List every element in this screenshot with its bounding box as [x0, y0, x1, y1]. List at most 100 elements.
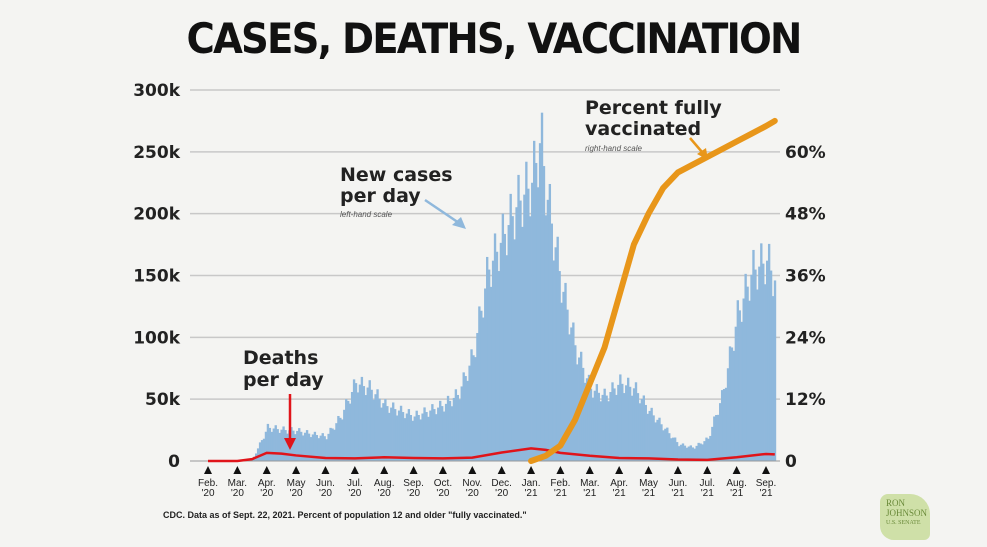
case-bar	[388, 412, 391, 461]
case-bar	[552, 260, 555, 461]
case-bar	[392, 402, 395, 461]
month-label: Jun.	[316, 478, 335, 489]
case-bar	[258, 442, 262, 461]
case-bar	[611, 382, 614, 461]
case-bar	[425, 412, 428, 461]
cases-annotation-line1: New cases	[340, 164, 453, 186]
case-bar	[756, 289, 759, 461]
case-bar	[621, 383, 624, 461]
month-label: Jun.	[668, 478, 687, 489]
case-bar	[482, 317, 485, 461]
case-bar	[284, 430, 287, 461]
case-bar	[296, 430, 299, 461]
case-bar	[644, 404, 647, 461]
case-bar	[350, 391, 354, 461]
deaths-line	[208, 447, 775, 463]
month-tick-marker	[585, 466, 594, 474]
case-bar	[307, 433, 311, 461]
case-bar	[323, 436, 326, 461]
case-bar	[262, 438, 266, 461]
month-label: Sep.	[756, 478, 777, 489]
case-bar	[617, 384, 620, 461]
month-label: May	[287, 478, 306, 489]
month-label: Oct.	[434, 478, 452, 489]
case-bar	[754, 269, 757, 461]
case-bar	[634, 382, 638, 461]
case-bar	[734, 326, 738, 461]
case-bar	[464, 376, 467, 461]
case-bar	[501, 213, 505, 461]
month-tick-marker	[762, 466, 770, 474]
case-bar	[493, 233, 497, 461]
year-label: '21	[759, 488, 772, 499]
month-tick-marker	[468, 466, 477, 474]
case-bar	[538, 143, 542, 461]
case-bar	[274, 425, 277, 461]
case-bar	[280, 429, 283, 461]
case-bar	[491, 260, 495, 461]
month-tick-marker	[292, 466, 301, 474]
case-bar	[560, 302, 563, 461]
case-bar	[382, 403, 385, 461]
case-bar	[380, 407, 383, 461]
right-tick-label: 36%	[785, 267, 826, 287]
case-bar	[448, 400, 452, 461]
month-tick-marker	[321, 466, 330, 474]
case-bar	[762, 263, 765, 461]
case-bar	[625, 385, 628, 461]
month-tick-marker	[233, 466, 242, 474]
case-bar	[664, 428, 667, 461]
case-bar	[433, 409, 436, 461]
vaccinated-annotation-line2: vaccinated	[585, 118, 701, 140]
case-bar	[707, 438, 710, 461]
case-bar	[732, 350, 736, 461]
case-bar	[709, 435, 712, 461]
logo-line3: U.S. SENATE	[886, 520, 921, 526]
case-bar	[521, 226, 524, 461]
case-bar	[760, 243, 763, 461]
case-bar	[446, 395, 450, 461]
case-bar	[615, 394, 618, 461]
case-bar	[509, 193, 512, 461]
case-bar	[300, 431, 303, 461]
case-bar	[632, 388, 636, 461]
case-bar	[497, 271, 501, 461]
case-bar	[315, 435, 319, 461]
case-bar	[462, 372, 465, 461]
case-bar	[256, 448, 260, 461]
year-label: '20	[436, 488, 449, 499]
case-bar	[478, 306, 481, 461]
case-bar	[378, 398, 381, 461]
case-bar	[423, 407, 426, 461]
case-bar	[301, 435, 305, 461]
left-tick-label: 300k	[133, 81, 180, 101]
case-bar	[566, 309, 569, 461]
chart-title: CASES, DEATHS, VACCINATION	[186, 14, 802, 63]
case-bar	[505, 255, 508, 461]
left-tick-label: 150k	[133, 267, 180, 287]
case-bar	[282, 426, 285, 461]
month-tick-marker	[380, 466, 389, 474]
case-bar	[619, 374, 622, 461]
month-label: Mar.	[228, 478, 247, 489]
logo-line1: RON	[886, 498, 906, 508]
month-tick-marker	[350, 466, 359, 474]
case-bar	[411, 420, 414, 461]
cases-annotation-line2: per day	[340, 185, 421, 207]
case-bar	[394, 409, 397, 461]
case-bar	[556, 236, 559, 461]
case-bar	[358, 384, 362, 461]
case-bar	[572, 322, 575, 461]
case-bar	[766, 260, 769, 461]
case-bar	[333, 429, 336, 461]
case-bar	[715, 414, 718, 461]
case-bar	[689, 445, 692, 461]
case-bar	[738, 310, 741, 461]
case-bar	[531, 182, 534, 461]
case-bar	[442, 411, 446, 461]
logo-line2: JOHNSON	[886, 508, 928, 518]
month-tick-marker	[438, 466, 447, 474]
case-bar	[562, 291, 565, 461]
case-bar	[628, 386, 632, 461]
case-bar	[652, 415, 655, 461]
